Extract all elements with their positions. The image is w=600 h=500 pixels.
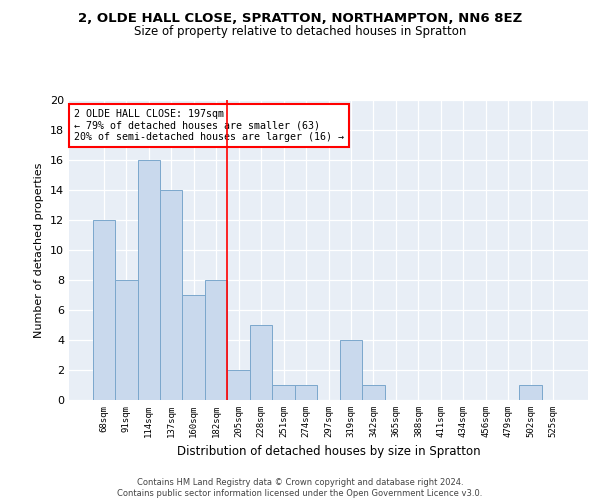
Y-axis label: Number of detached properties: Number of detached properties [34,162,44,338]
X-axis label: Distribution of detached houses by size in Spratton: Distribution of detached houses by size … [176,446,481,458]
Bar [227,370,250,400]
Text: 2 OLDE HALL CLOSE: 197sqm
← 79% of detached houses are smaller (63)
20% of semi-: 2 OLDE HALL CLOSE: 197sqm ← 79% of detac… [74,109,344,142]
Bar [182,295,205,400]
Bar [115,280,137,400]
Bar [272,385,295,400]
Bar [250,325,272,400]
Bar [340,340,362,400]
Bar [137,160,160,400]
Bar [520,385,542,400]
Text: 2, OLDE HALL CLOSE, SPRATTON, NORTHAMPTON, NN6 8EZ: 2, OLDE HALL CLOSE, SPRATTON, NORTHAMPTO… [78,12,522,26]
Bar [362,385,385,400]
Text: Contains HM Land Registry data © Crown copyright and database right 2024.
Contai: Contains HM Land Registry data © Crown c… [118,478,482,498]
Bar [160,190,182,400]
Bar [295,385,317,400]
Bar [92,220,115,400]
Bar [205,280,227,400]
Text: Size of property relative to detached houses in Spratton: Size of property relative to detached ho… [134,25,466,38]
